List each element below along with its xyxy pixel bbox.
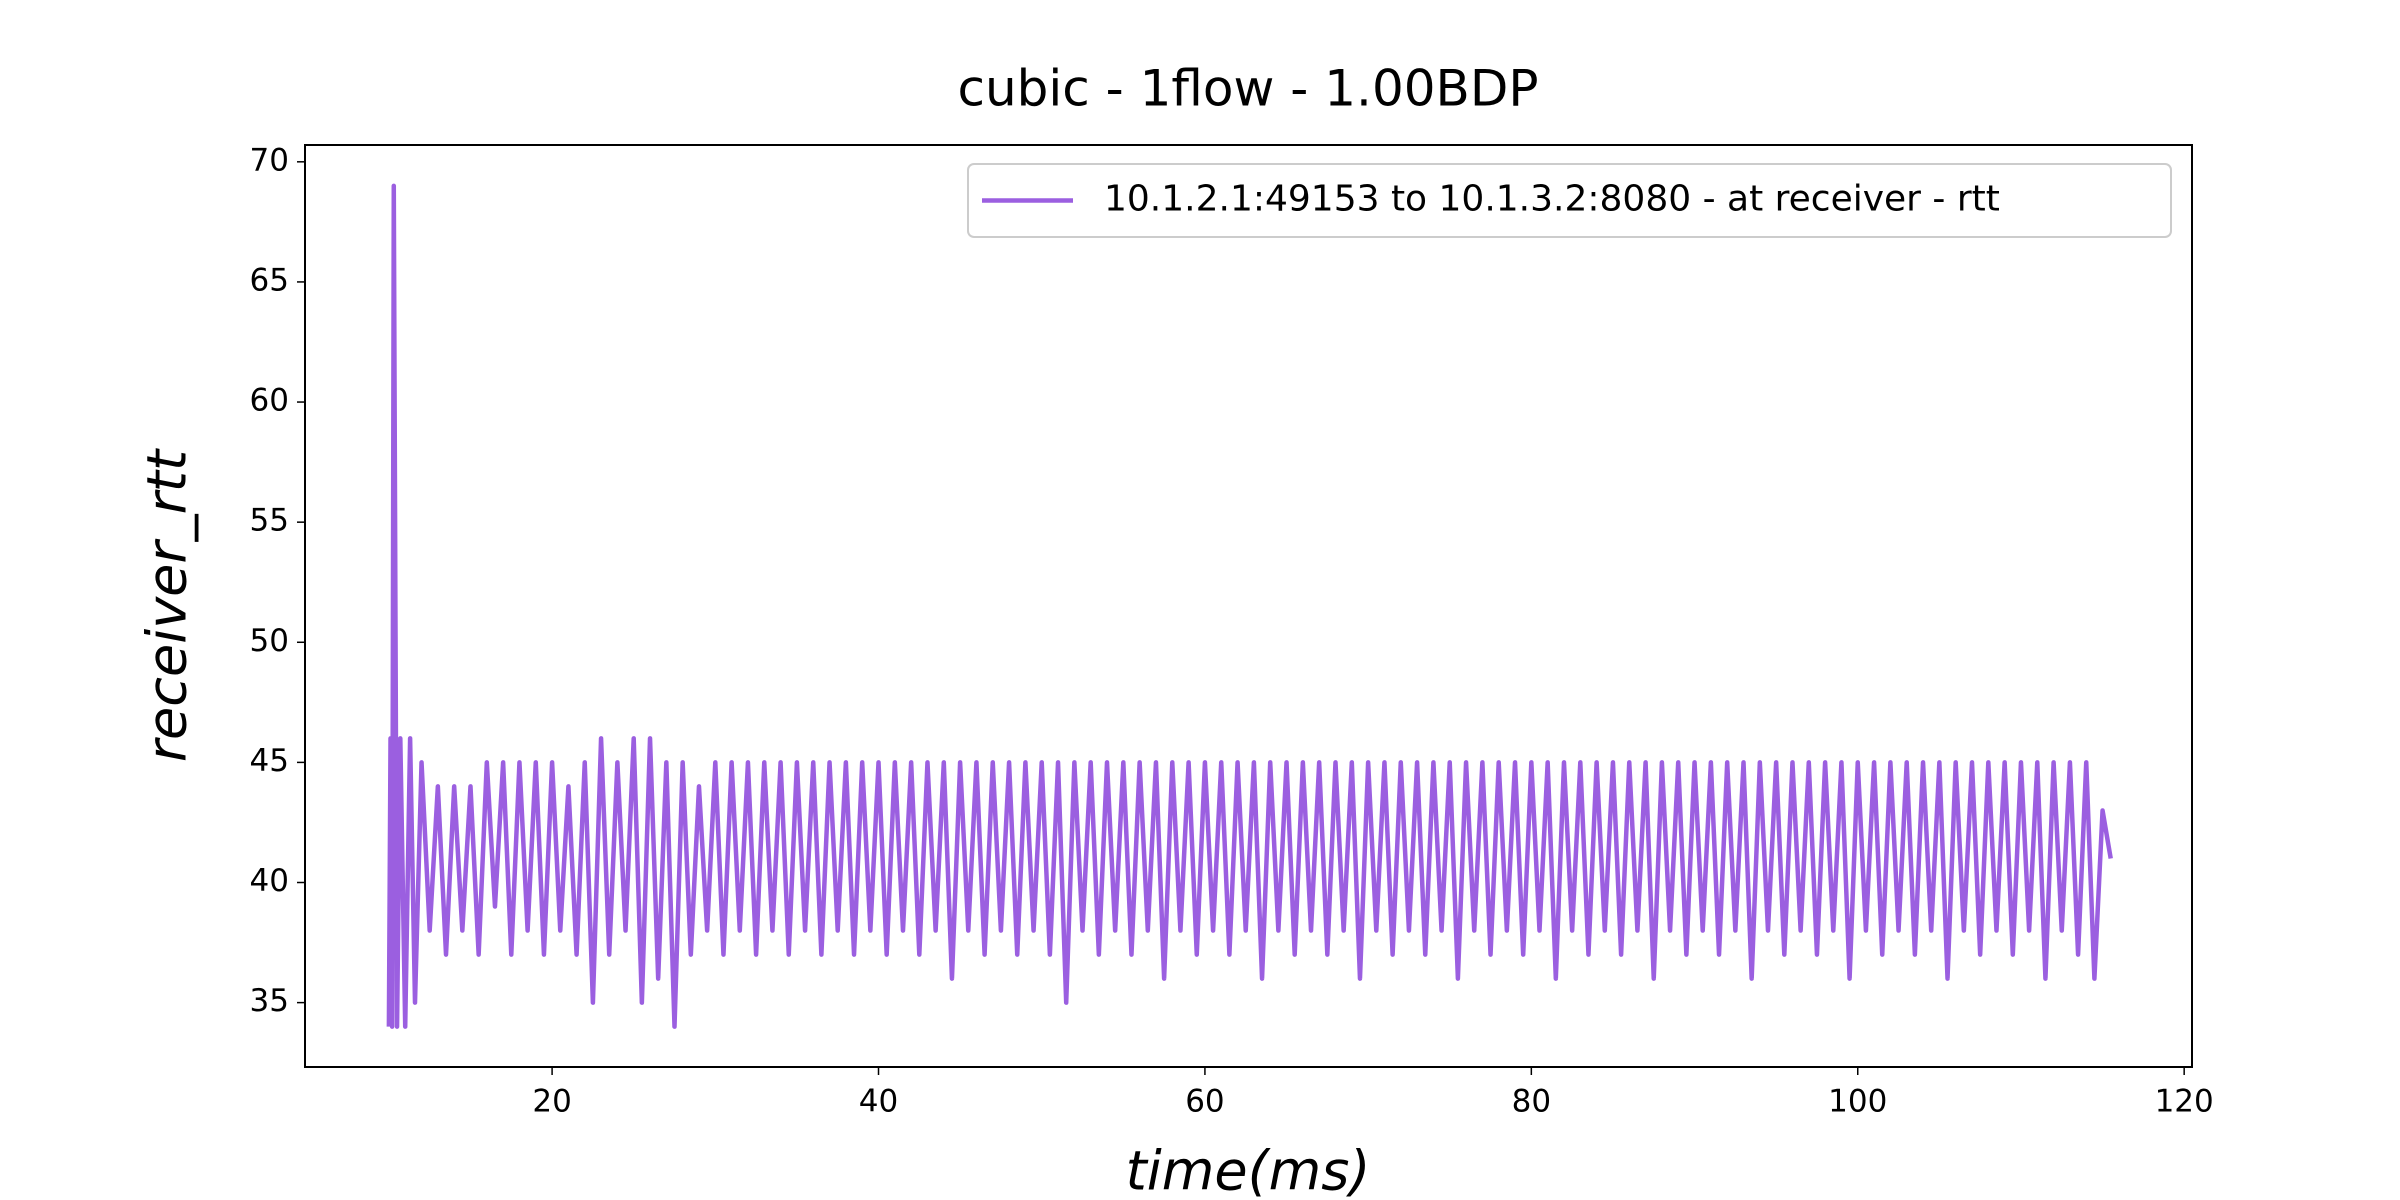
y-tick-label: 55 (250, 503, 289, 539)
x-tick-label: 60 (1185, 1084, 1224, 1120)
data-line (386, 183, 2113, 1029)
x-tick-label: 80 (1512, 1084, 1551, 1120)
y-tick-label: 60 (250, 383, 289, 419)
y-tick-label: 45 (250, 743, 289, 779)
y-tick-label: 40 (250, 863, 289, 899)
legend-box (967, 163, 2172, 238)
y-tick-label: 70 (250, 142, 289, 178)
y-tick-label: 65 (250, 262, 289, 298)
legend-label: 10.1.2.1:49153 to 10.1.3.2:8080 - at rec… (1104, 179, 2000, 220)
x-tick-label: 40 (859, 1084, 898, 1120)
x-tick-label: 100 (1828, 1084, 1887, 1120)
y-tick-label: 50 (250, 623, 289, 659)
x-axis-label: time(ms) (1126, 1140, 1371, 1200)
x-tick-label: 20 (532, 1084, 571, 1120)
chart-title: cubic - 1flow - 1.00BDP (957, 60, 1538, 118)
plot-frame (304, 144, 2193, 1068)
x-tick-label: 120 (2155, 1084, 2214, 1120)
y-axis-label: receiver_rtt (136, 448, 199, 762)
y-tick-label: 35 (250, 983, 289, 1019)
